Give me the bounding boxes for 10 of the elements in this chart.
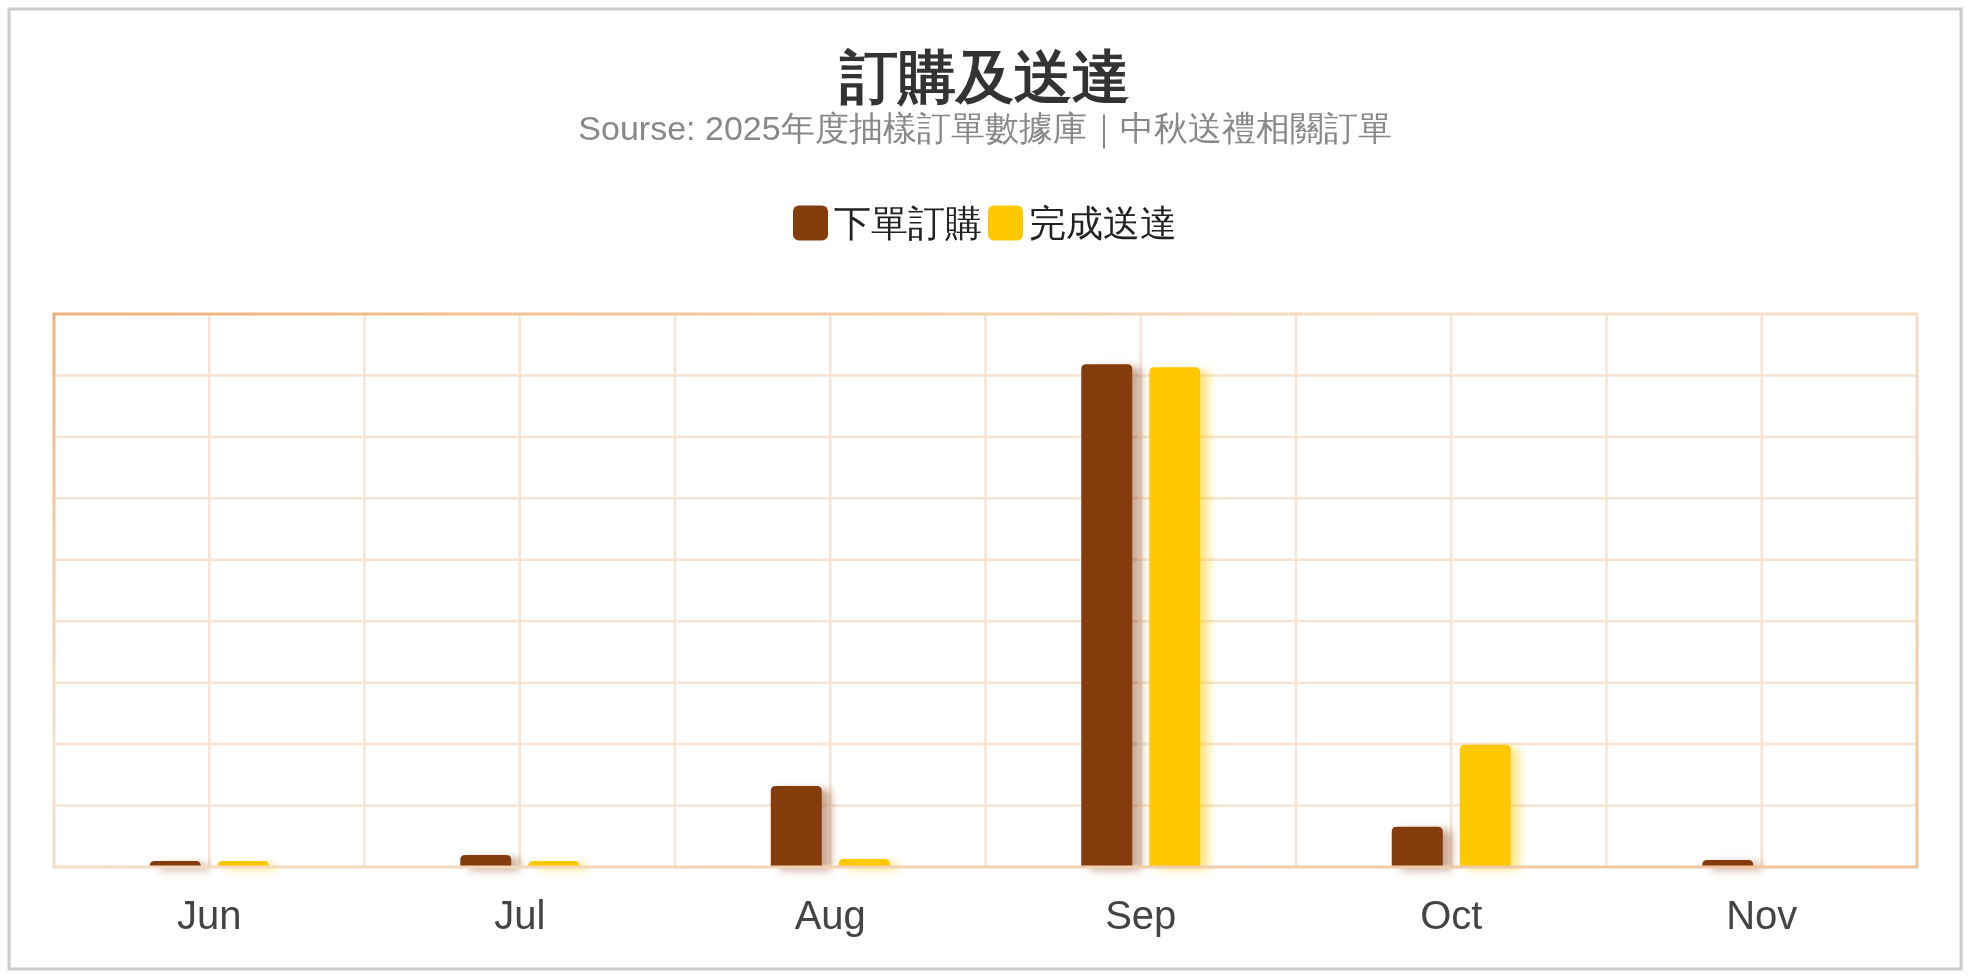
xtick: Jun xyxy=(177,893,242,937)
xtick: Oct xyxy=(1420,893,1483,937)
legend-text: 下單訂購 xyxy=(834,203,982,244)
xtick: Sep xyxy=(1105,893,1177,937)
subtitle: Sourse: 2025年度抽樣訂單數據庫｜中秋送禮相關訂單 xyxy=(578,109,1392,147)
title: 訂購及送達 xyxy=(840,44,1130,109)
xtick: Aug xyxy=(794,893,866,937)
legend-text: 完成送達 xyxy=(1029,203,1177,244)
xtick: Nov xyxy=(1726,893,1798,937)
xtick: Jul xyxy=(494,893,546,937)
